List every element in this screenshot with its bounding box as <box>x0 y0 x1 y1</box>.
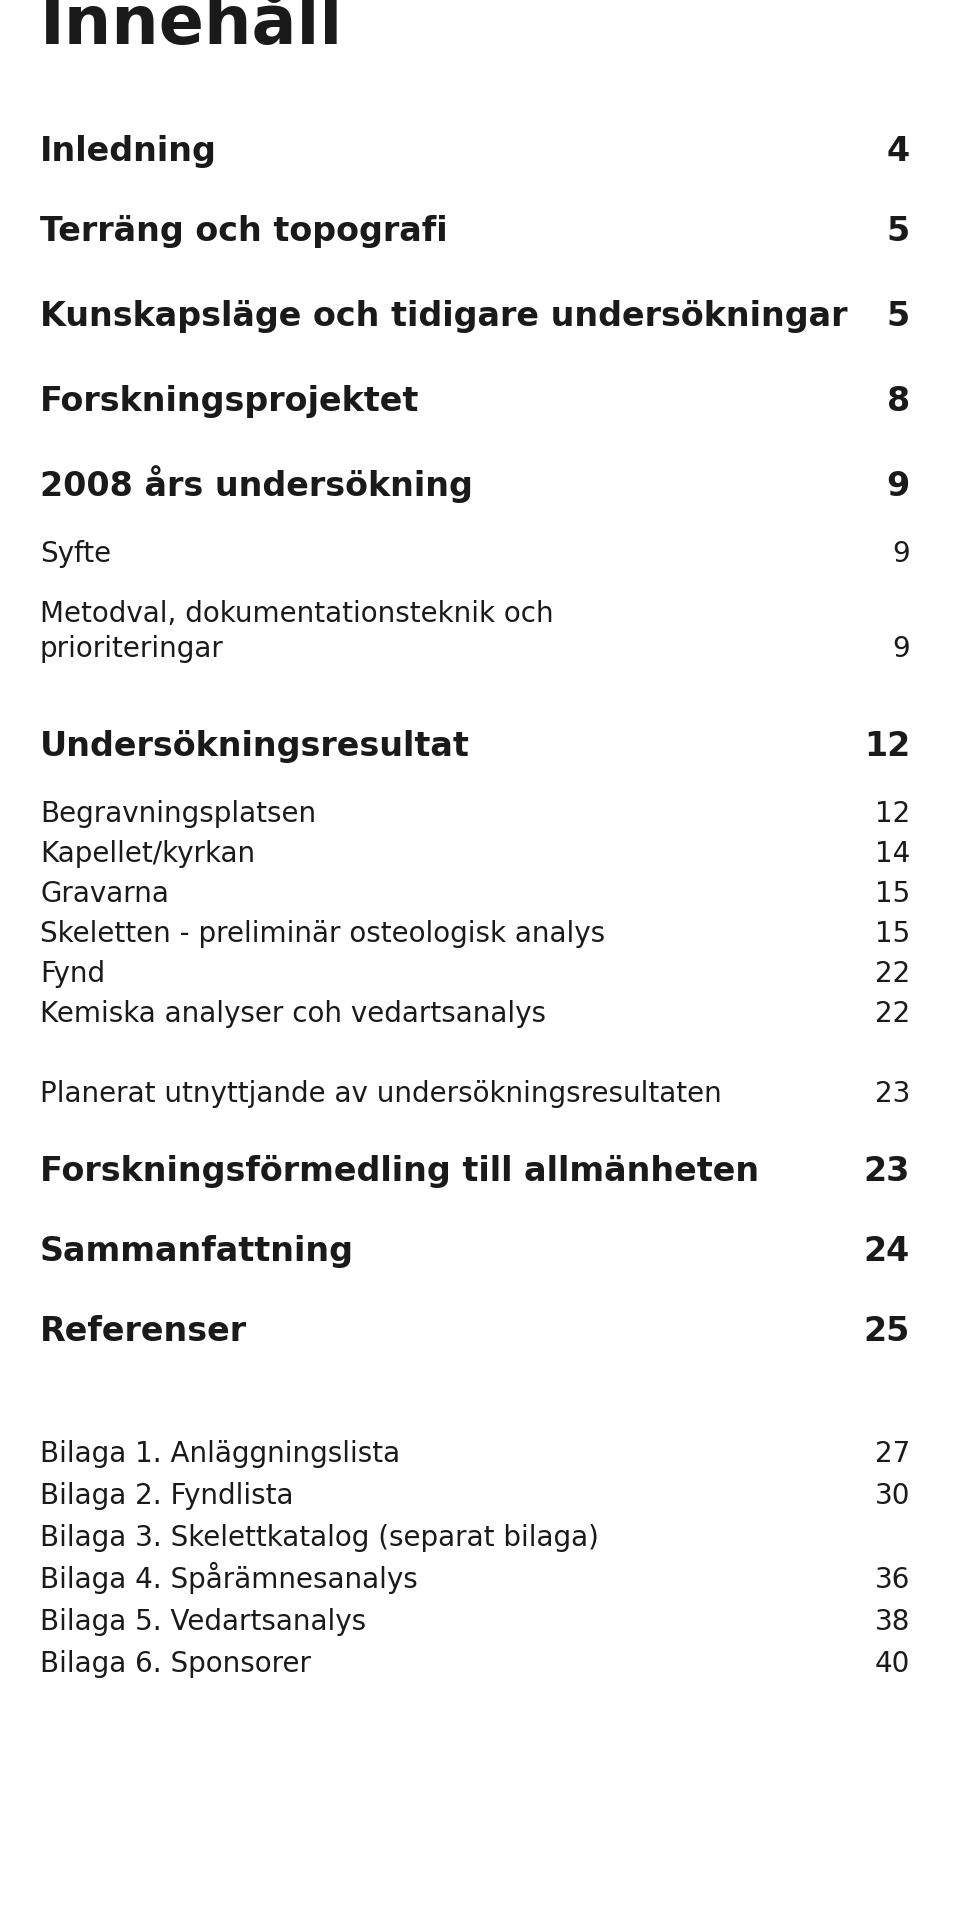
Text: Kunskapsläge och tidigare undersökningar: Kunskapsläge och tidigare undersökningar <box>40 301 848 334</box>
Text: 23: 23 <box>864 1155 910 1188</box>
Text: Metodval, dokumentationsteknik och: Metodval, dokumentationsteknik och <box>40 600 554 629</box>
Text: 30: 30 <box>875 1483 910 1510</box>
Text: 5: 5 <box>887 216 910 249</box>
Text: Bilaga 5. Vedartsanalys: Bilaga 5. Vedartsanalys <box>40 1608 366 1637</box>
Text: 24: 24 <box>864 1236 910 1269</box>
Text: Forskningsförmedling till allmänheten: Forskningsförmedling till allmänheten <box>40 1155 759 1188</box>
Text: 23: 23 <box>875 1080 910 1109</box>
Text: Bilaga 1. Anläggningslista: Bilaga 1. Anläggningslista <box>40 1440 400 1467</box>
Text: 12: 12 <box>875 800 910 827</box>
Text: 40: 40 <box>875 1650 910 1677</box>
Text: Forskningsprojektet: Forskningsprojektet <box>40 386 420 418</box>
Text: Planerat utnyttjande av undersökningsresultaten: Planerat utnyttjande av undersökningsres… <box>40 1080 722 1109</box>
Text: Sammanfattning: Sammanfattning <box>40 1236 354 1269</box>
Text: Begravningsplatsen: Begravningsplatsen <box>40 800 316 827</box>
Text: Terräng och topografi: Terräng och topografi <box>40 216 447 249</box>
Text: 27: 27 <box>875 1440 910 1467</box>
Text: Syfte: Syfte <box>40 540 111 569</box>
Text: 22: 22 <box>875 1001 910 1028</box>
Text: 14: 14 <box>875 841 910 868</box>
Text: 36: 36 <box>875 1566 910 1594</box>
Text: Gravarna: Gravarna <box>40 879 169 908</box>
Text: 12: 12 <box>864 731 910 763</box>
Text: 38: 38 <box>875 1608 910 1637</box>
Text: 2008 års undersökning: 2008 års undersökning <box>40 465 473 503</box>
Text: prioriteringar: prioriteringar <box>40 634 224 663</box>
Text: Undersökningsresultat: Undersökningsresultat <box>40 731 469 763</box>
Text: Inledning: Inledning <box>40 135 217 168</box>
Text: Bilaga 4. Spårämnesanalys: Bilaga 4. Spårämnesanalys <box>40 1562 418 1594</box>
Text: Bilaga 3. Skelettkatalog (separat bilaga): Bilaga 3. Skelettkatalog (separat bilaga… <box>40 1523 599 1552</box>
Text: 4: 4 <box>887 135 910 168</box>
Text: Referenser: Referenser <box>40 1315 247 1348</box>
Text: 25: 25 <box>864 1315 910 1348</box>
Text: Fynd: Fynd <box>40 960 106 987</box>
Text: 15: 15 <box>875 879 910 908</box>
Text: Kapellet/kyrkan: Kapellet/kyrkan <box>40 841 255 868</box>
Text: 9: 9 <box>892 634 910 663</box>
Text: 5: 5 <box>887 301 910 334</box>
Text: 22: 22 <box>875 960 910 987</box>
Text: Innehåll: Innehåll <box>40 0 344 58</box>
Text: 15: 15 <box>875 920 910 949</box>
Text: Bilaga 6. Sponsorer: Bilaga 6. Sponsorer <box>40 1650 311 1677</box>
Text: 8: 8 <box>887 386 910 418</box>
Text: Kemiska analyser coh vedartsanalys: Kemiska analyser coh vedartsanalys <box>40 1001 546 1028</box>
Text: Bilaga 2. Fyndlista: Bilaga 2. Fyndlista <box>40 1483 294 1510</box>
Text: 9: 9 <box>892 540 910 569</box>
Text: Skeletten - preliminär osteologisk analys: Skeletten - preliminär osteologisk analy… <box>40 920 605 949</box>
Text: 9: 9 <box>887 470 910 503</box>
